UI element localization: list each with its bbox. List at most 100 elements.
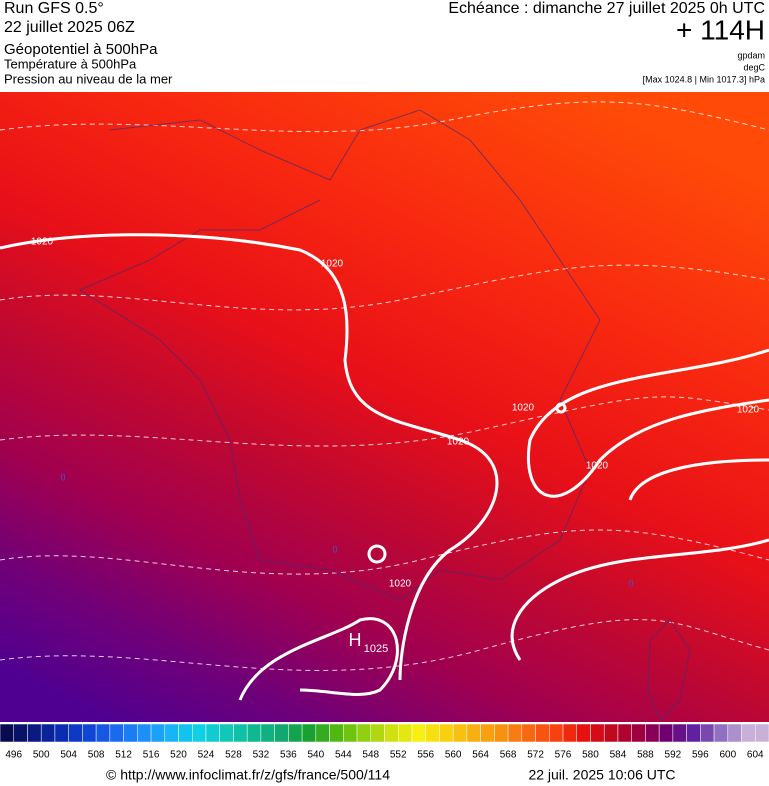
colorbar-tick-label: 512 (115, 750, 132, 761)
colorbar-swatch (727, 723, 742, 743)
colorbar-swatch (315, 723, 330, 743)
generated-time: 22 juil. 2025 10:06 UTC (528, 767, 675, 783)
colorbar-swatch (233, 723, 248, 743)
colorbar-tick-label: 576 (555, 750, 572, 761)
colorbar-swatch (329, 723, 344, 743)
colorbar-swatch (397, 723, 413, 743)
colorbar-tick-label: 588 (637, 750, 654, 761)
colorbar-swatch (700, 723, 715, 743)
isobar-label: 1020 (321, 259, 344, 270)
colorbar-swatch (617, 723, 632, 743)
colorbar-swatch (549, 723, 564, 743)
colorbar-swatch (150, 723, 166, 743)
unit-temperature: degC (743, 62, 765, 72)
colorbar-swatch (494, 723, 509, 743)
colorbar-swatch (95, 723, 111, 743)
colorbar-swatch (27, 723, 42, 743)
isobar-label: 1020 (31, 237, 54, 248)
isobars (0, 233, 769, 701)
colorbar-tick-label: 544 (335, 750, 352, 761)
colorbar-swatch (576, 723, 591, 743)
colorbar-tick-label: 516 (143, 750, 160, 761)
colorbar-swatch (301, 723, 317, 743)
colorbar-swatch (452, 723, 468, 743)
field-name: Géopotentiel à 500hPa (4, 41, 158, 58)
colorbar-swatch (384, 723, 399, 743)
pressure-range: [Max 1024.8 | Min 1017.3] hPa (643, 74, 765, 84)
colorbar-swatch (219, 723, 234, 743)
colorbar-swatch (82, 723, 97, 743)
colorbar-swatch (562, 723, 578, 743)
high-marker: H (349, 630, 362, 650)
isobar-label: 1020 (447, 437, 470, 448)
colorbar-tick-label: 500 (33, 750, 50, 761)
temperature-name: Température à 500hPa (4, 56, 137, 71)
colorbar-swatch (205, 723, 220, 743)
colorbar-swatch (507, 723, 523, 743)
colorbar-swatch (480, 723, 495, 743)
isotherm-label: 0 (628, 578, 633, 588)
colorbar-swatch (603, 723, 619, 743)
colorbar-swatch (356, 723, 372, 743)
colorbar-swatch (343, 723, 358, 743)
colorbar-swatch (68, 723, 83, 743)
colorbar-swatch (439, 723, 454, 743)
colorbar-swatch (466, 723, 481, 743)
colorbar-tick-label: 584 (610, 750, 627, 761)
colorbar-tick-label: 568 (500, 750, 517, 761)
colorbar-tick-label: 556 (417, 750, 434, 761)
colorbar-swatch (631, 723, 646, 743)
colorbar-swatch (535, 723, 550, 743)
colorbar-swatch (658, 723, 674, 743)
colorbar-swatch (288, 723, 303, 743)
colorbar-swatch (123, 723, 138, 743)
colorbar-tick-label: 504 (60, 750, 77, 761)
lead-time: + 114H (676, 14, 765, 45)
valid-time: Echéance : dimanche 27 juillet 2025 0h U… (448, 0, 765, 17)
coastlines (78, 109, 691, 721)
map: 1020 1020 1020 1020 1020 1020 1020 H 102… (0, 92, 769, 722)
colorbar-swatch (741, 723, 756, 743)
colorbar-swatch (713, 723, 729, 743)
colorbar-tick-label: 520 (170, 750, 187, 761)
colorbar-tick-label: 604 (747, 750, 764, 761)
colorbar-tick-label: 496 (5, 750, 22, 761)
temperature-contours (0, 101, 769, 671)
colorbar-tick-label: 600 (719, 750, 736, 761)
colorbar-swatch (164, 723, 179, 743)
source-url: © http://www.infoclimat.fr/z/gfs/france/… (106, 767, 390, 783)
isotherm-label: 0 (60, 472, 65, 482)
colorbar-swatch (686, 723, 701, 743)
colorbar-swatch (40, 723, 56, 743)
colorbar-tick-label: 528 (225, 750, 242, 761)
isobar-label: 1020 (586, 461, 609, 472)
colorbar-tick-label: 548 (362, 750, 379, 761)
colorbar-swatch (590, 723, 605, 743)
colorbar-swatch (260, 723, 275, 743)
isobar-label: 1020 (512, 403, 535, 414)
colorbar-tick-label: 596 (692, 750, 709, 761)
colorbar-swatch (109, 723, 124, 743)
colorbar-swatch (755, 723, 769, 743)
colorbar-tick-label: 564 (472, 750, 489, 761)
unit-geopotential: gpdam (737, 50, 765, 60)
colorbar-swatch (54, 723, 69, 743)
colorbar-swatch (370, 723, 385, 743)
high-value: 1025 (364, 643, 388, 655)
colorbar-swatch (137, 723, 152, 743)
run-date: 22 juillet 2025 06Z (4, 19, 135, 36)
colorbar-tick-label: 552 (390, 750, 407, 761)
colorbar-tick-label: 524 (198, 750, 215, 761)
colorbar-swatch (13, 723, 28, 743)
pressure-name: Pression au niveau de la mer (4, 71, 173, 86)
colorbar-swatch (521, 723, 536, 743)
map-background (0, 92, 769, 722)
colorbar-tick-label: 592 (665, 750, 682, 761)
colorbar-swatch (425, 723, 440, 743)
colorbar-tick-label: 572 (527, 750, 544, 761)
colorbar-tick-label: 540 (307, 750, 324, 761)
colorbar-swatch (178, 723, 193, 743)
colorbar-tick-label: 580 (582, 750, 599, 761)
